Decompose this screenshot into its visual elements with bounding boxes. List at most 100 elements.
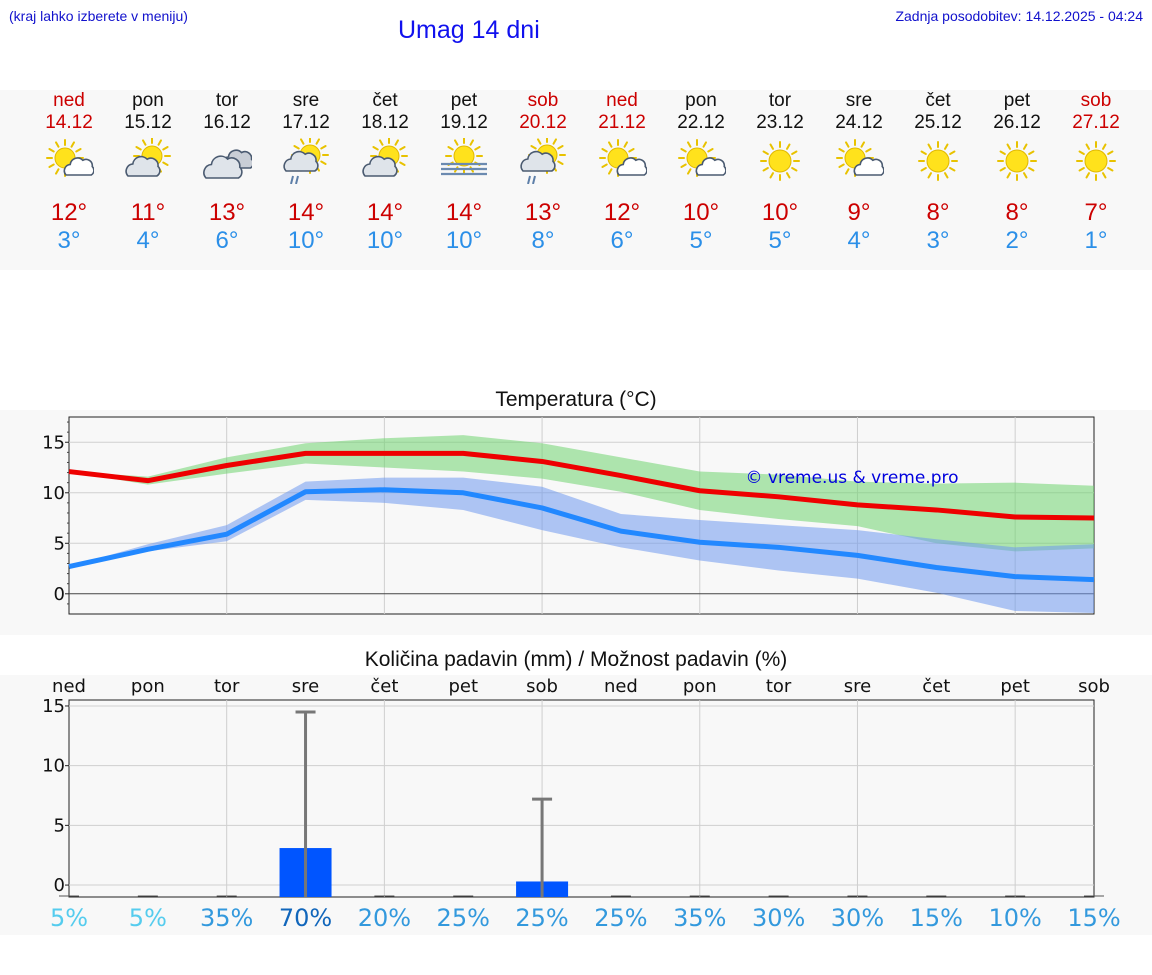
- last-updated: Zadnja posodobitev: 14.12.2025 - 04:24: [895, 8, 1143, 24]
- day-date: 18.12: [361, 112, 409, 133]
- precipitation-chance-label: 15%: [1067, 904, 1120, 932]
- sun-icon: [997, 141, 1037, 181]
- y-tick-label: 5: [54, 815, 65, 836]
- y-tick-label: 5: [54, 533, 65, 554]
- max-temperature: 14°: [366, 199, 404, 226]
- sun-cloud-icon: [678, 139, 726, 177]
- location-hint: (kraj lahko izberete v meniju): [9, 8, 188, 24]
- day-name: pet: [1003, 90, 1031, 111]
- temperature-chart-title: Temperatura (°C): [495, 388, 657, 411]
- min-temperature: 6°: [610, 227, 634, 254]
- day-name: ned: [606, 90, 638, 111]
- max-temperature: 12°: [603, 199, 641, 226]
- min-temperature: 4°: [847, 227, 871, 254]
- day-column: čet 18.12 14° 10°: [346, 90, 424, 260]
- sun-cloud-icon: [46, 139, 94, 177]
- sun-icon: [1076, 141, 1116, 181]
- rain-sun-icon: [283, 138, 329, 184]
- x-category-label: sre: [292, 676, 319, 697]
- day-column: pet 26.12 8° 2°: [978, 90, 1056, 260]
- precipitation-chance-label: 35%: [200, 904, 253, 932]
- min-temperature: 6°: [215, 227, 239, 254]
- max-temperature: 13°: [524, 199, 562, 226]
- plot-area: [68, 699, 1095, 898]
- precipitation-chance-label: 35%: [673, 904, 726, 932]
- x-category-label: pet: [448, 676, 478, 697]
- x-category-label: sob: [526, 676, 558, 697]
- min-temperature: 5°: [768, 227, 792, 254]
- day-column: ned 21.12 12° 6°: [583, 90, 661, 260]
- rain-sun-icon: [520, 138, 566, 184]
- day-date: 22.12: [677, 112, 725, 133]
- x-category-label: sob: [1078, 676, 1110, 697]
- x-category-label: pon: [683, 676, 717, 697]
- max-temperature: 8°: [1005, 199, 1029, 226]
- day-date: 15.12: [124, 112, 172, 133]
- y-tick-label: 0: [54, 584, 65, 605]
- day-date: 23.12: [756, 112, 804, 133]
- day-name: sob: [1080, 90, 1112, 111]
- day-column: čet 25.12 8° 3°: [899, 90, 977, 260]
- precipitation-chance-label: 70%: [279, 904, 332, 932]
- max-temperature: 7°: [1084, 199, 1108, 226]
- page-title: Umag 14 dni: [398, 16, 540, 44]
- fog-sun-icon: [441, 138, 487, 176]
- daily-forecast-strip: ned 14.12 12° 3° pon 15.12 11° 4° tor 16.12 13° 6° s…: [0, 90, 1152, 270]
- day-name: tor: [768, 90, 792, 111]
- max-temperature: 12°: [50, 199, 88, 226]
- temperature-chart-panel: 0 5 10 15 © vreme.us & vreme.pro: [0, 410, 1152, 635]
- min-temperature: 2°: [1005, 227, 1029, 254]
- max-temperature: 14°: [445, 199, 483, 226]
- x-category-label: ned: [604, 676, 638, 697]
- day-name: sob: [527, 90, 559, 111]
- max-range-band: [69, 435, 1094, 552]
- min-temperature: 1°: [1084, 227, 1108, 254]
- precipitation-chart: ned pon tor sre čet pet sob ned pon tor sre čet pet s…: [42, 676, 1121, 932]
- x-category-label: sre: [844, 676, 871, 697]
- min-temperature: 3°: [926, 227, 950, 254]
- x-category-label: tor: [214, 676, 240, 697]
- precipitation-chance-label: 30%: [752, 904, 805, 932]
- cloud-sun-icon: [362, 138, 408, 177]
- sun-icon: [760, 141, 800, 181]
- precipitation-chance-label: 20%: [358, 904, 411, 932]
- day-name: sre: [845, 90, 873, 111]
- min-temperature-line: [68, 487, 1095, 583]
- day-date: 21.12: [598, 112, 646, 133]
- day-column: pet 19.12 14° 10°: [425, 90, 503, 260]
- max-temperature: 14°: [287, 199, 325, 226]
- y-tick-label: 15: [42, 432, 65, 453]
- day-column: sre 24.12 9° 4°: [820, 90, 898, 260]
- max-temperature: 10°: [682, 199, 720, 226]
- x-category-label: pet: [1000, 676, 1030, 697]
- precipitation-chance-label: 5%: [50, 904, 88, 932]
- day-column: sre 17.12 14° 10°: [267, 90, 345, 260]
- day-column: tor 16.12 13° 6°: [188, 90, 266, 260]
- day-date: 26.12: [993, 112, 1041, 133]
- precipitation-chart-panel: ned pon tor sre čet pet sob ned pon tor sre čet pet s…: [0, 675, 1152, 935]
- max-temperature: 13°: [208, 199, 246, 226]
- day-date: 20.12: [519, 112, 567, 133]
- day-name: pon: [132, 90, 164, 111]
- day-date: 25.12: [914, 112, 962, 133]
- precipitation-chance-label: 5%: [129, 904, 167, 932]
- x-category-label: pon: [131, 676, 165, 697]
- watermark: © vreme.us & vreme.pro: [745, 468, 958, 488]
- day-name: pon: [685, 90, 717, 111]
- precipitation-chance-label: 10%: [988, 904, 1041, 932]
- min-temperature: 10°: [287, 227, 325, 254]
- precipitation-chance-label: 25%: [594, 904, 647, 932]
- x-category-label: čet: [370, 676, 398, 697]
- day-name: pet: [450, 90, 478, 111]
- precipitation-chance-label: 25%: [515, 904, 568, 932]
- day-date: 14.12: [45, 112, 93, 133]
- day-date: 24.12: [835, 112, 883, 133]
- sun-icon: [918, 141, 958, 181]
- day-name: ned: [53, 90, 85, 111]
- y-tick-label: 0: [54, 875, 65, 896]
- y-tick-label: 10: [42, 756, 65, 777]
- min-temperature: 3°: [57, 227, 81, 254]
- day-column: pon 22.12 10° 5°: [662, 90, 740, 260]
- x-category-label: tor: [766, 676, 792, 697]
- day-name: tor: [215, 90, 239, 111]
